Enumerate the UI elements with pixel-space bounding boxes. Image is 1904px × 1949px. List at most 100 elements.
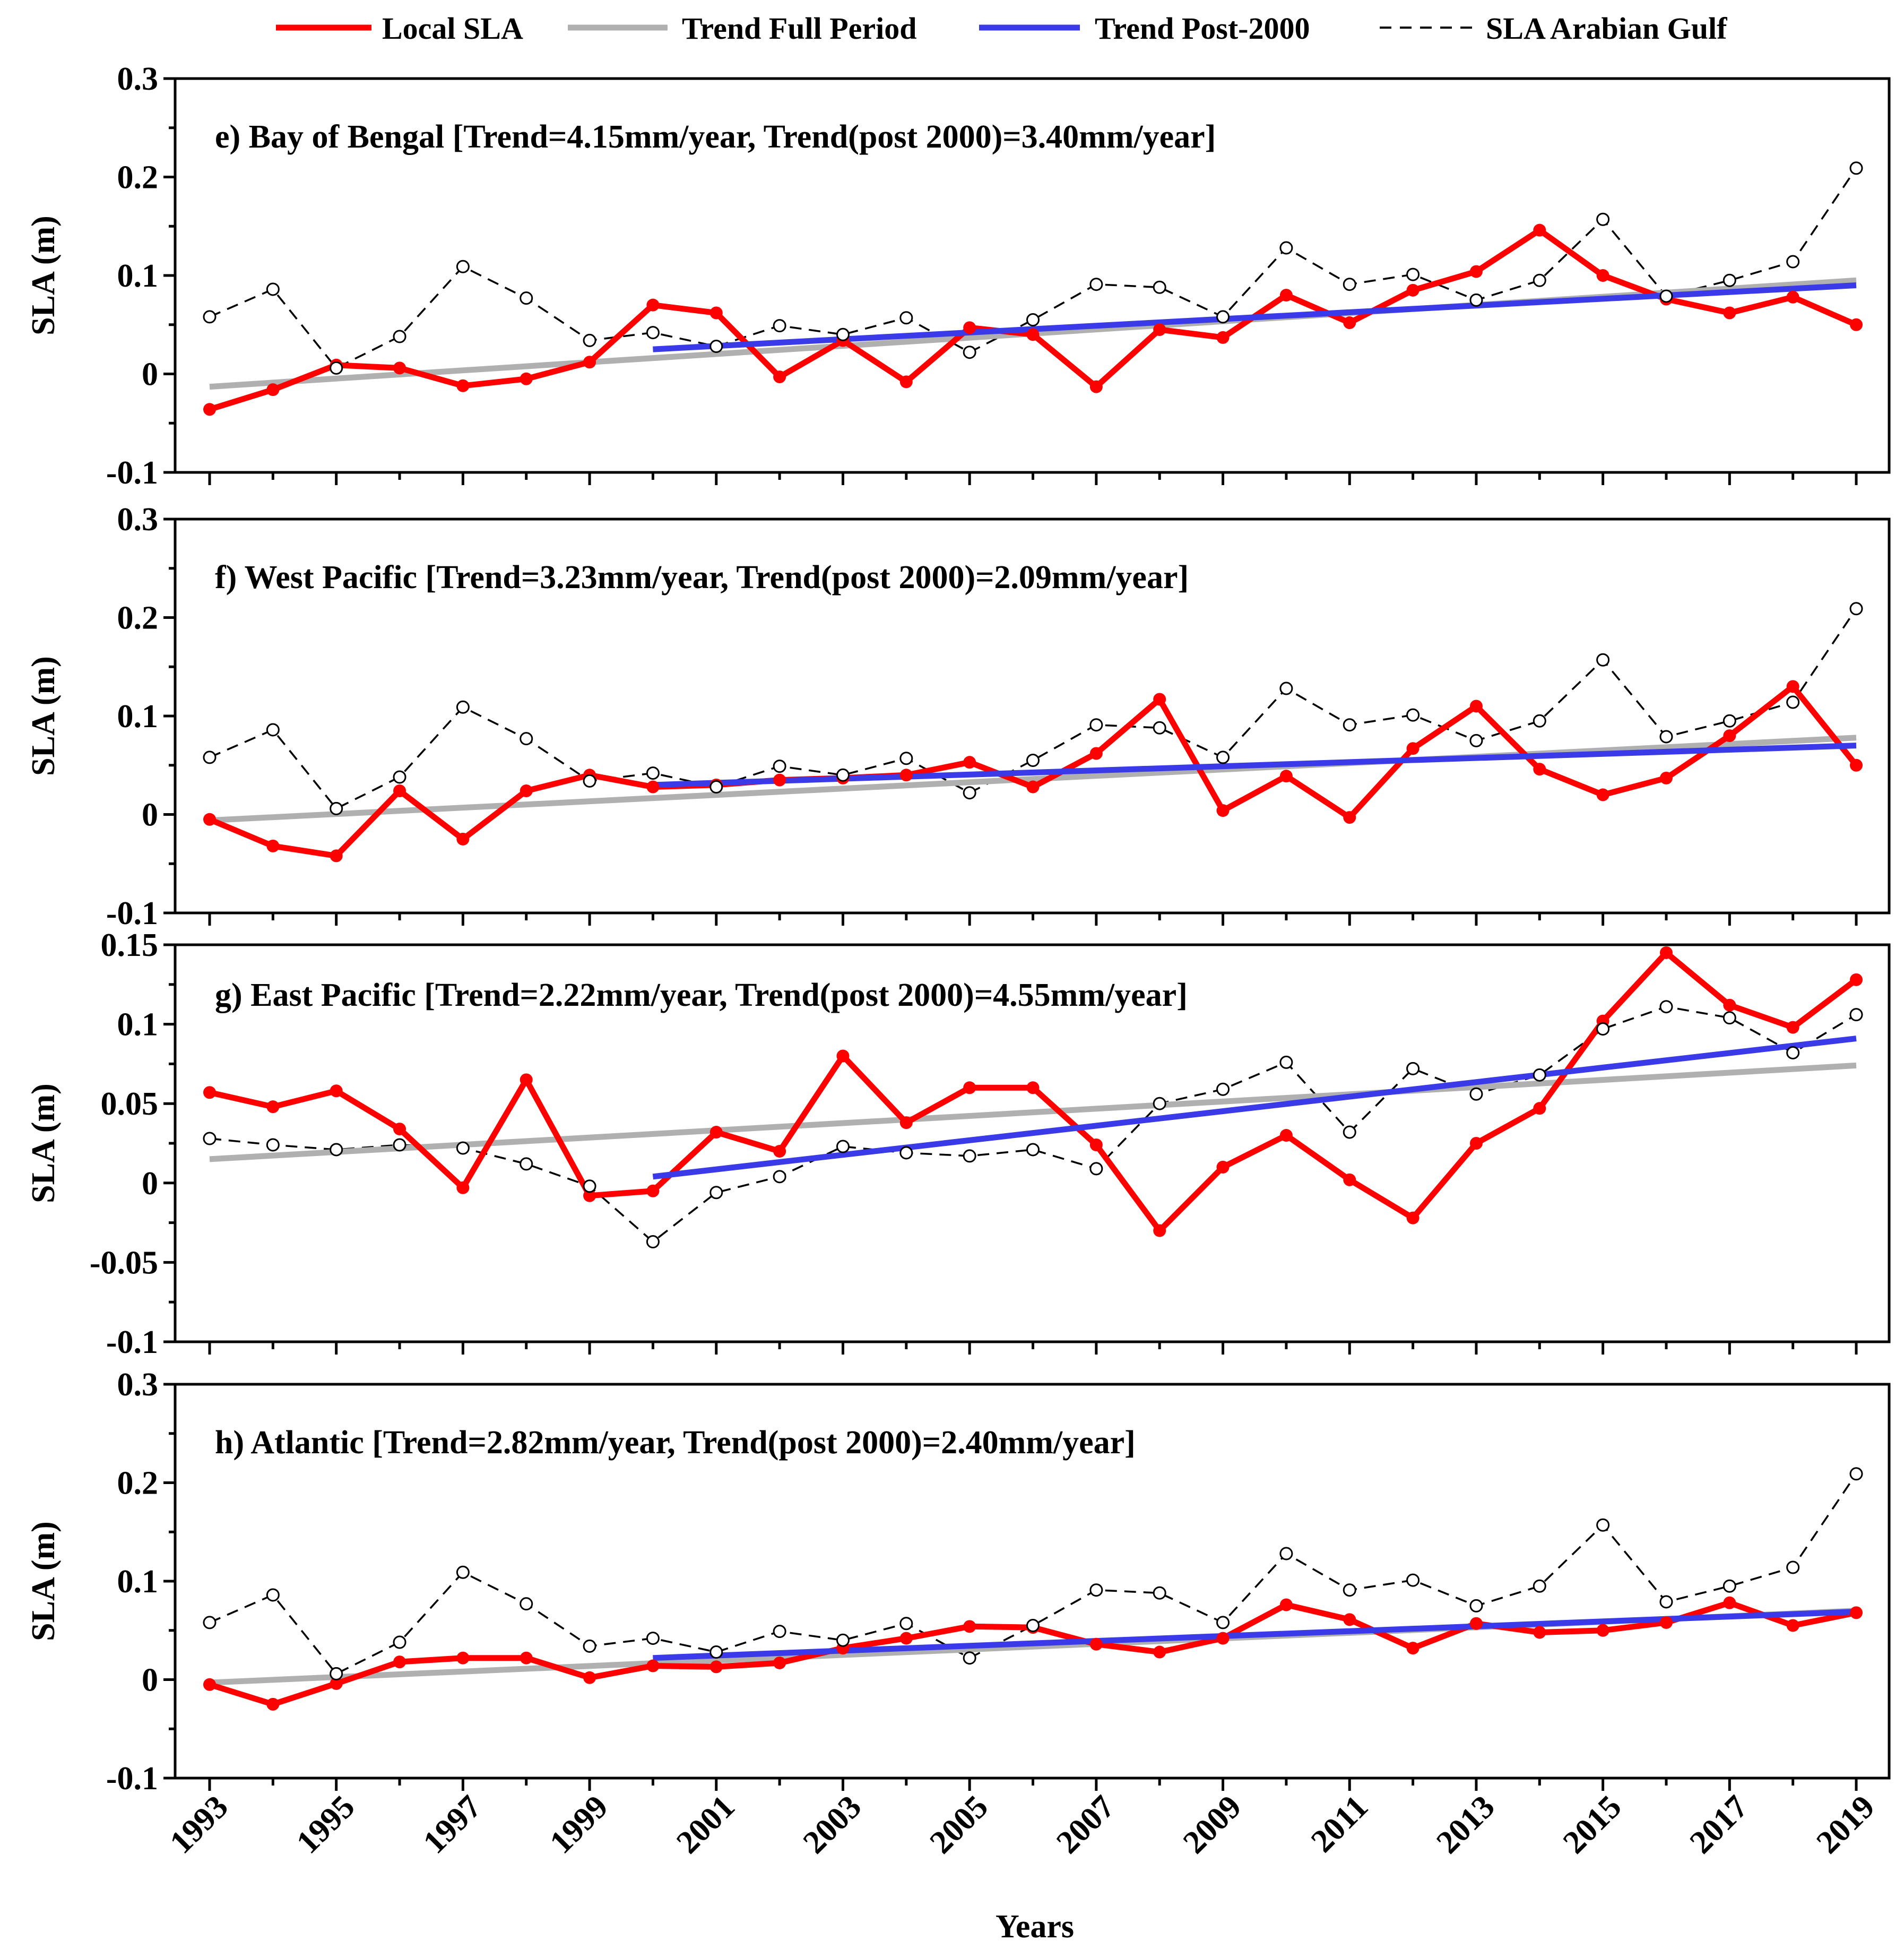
- point-local-sla: [1850, 973, 1863, 986]
- point-local-sla: [1533, 1626, 1546, 1639]
- x-axis-label: Years: [996, 1909, 1074, 1945]
- point-local-sla: [266, 1100, 280, 1114]
- y-tick-label: -0.1: [106, 1324, 158, 1360]
- point-arabian-gulf: [583, 1179, 596, 1193]
- point-local-sla: [1723, 729, 1736, 743]
- point-arabian-gulf: [1659, 289, 1673, 303]
- point-arabian-gulf: [1279, 1055, 1293, 1069]
- point-arabian-gulf: [773, 760, 786, 773]
- point-arabian-gulf: [583, 333, 596, 347]
- y-tick-label: 0: [142, 1166, 158, 1202]
- point-local-sla: [1596, 269, 1609, 282]
- point-arabian-gulf: [393, 770, 406, 784]
- point-arabian-gulf: [773, 1625, 786, 1638]
- point-local-sla: [1216, 1160, 1230, 1174]
- point-arabian-gulf: [520, 1157, 533, 1171]
- trend-post-2000-line: [653, 1609, 1857, 1661]
- legend-label-local-sla: Local SLA: [382, 11, 523, 46]
- point-local-sla: [1469, 265, 1483, 278]
- point-local-sla: [1469, 1137, 1483, 1150]
- point-arabian-gulf: [1406, 1062, 1420, 1075]
- legend-label-trend-full-period: Trend Full Period: [682, 11, 917, 46]
- point-arabian-gulf: [1279, 1547, 1293, 1560]
- y-tick-label: 0: [142, 1662, 158, 1698]
- point-local-sla: [520, 372, 533, 385]
- x-tick-label: 2007: [1050, 1789, 1122, 1861]
- point-local-sla: [1343, 811, 1356, 824]
- point-local-sla: [1216, 331, 1230, 344]
- trend-post-2000-line: [652, 1036, 1857, 1180]
- point-local-sla: [773, 1144, 786, 1158]
- point-arabian-gulf: [330, 361, 343, 375]
- point-arabian-gulf: [646, 766, 660, 780]
- point-local-sla: [1723, 998, 1736, 1012]
- point-arabian-gulf: [520, 291, 533, 305]
- point-local-sla: [963, 1081, 976, 1094]
- point-local-sla: [1089, 747, 1103, 760]
- point-local-sla: [266, 383, 280, 396]
- panel-3: -0.1 0 0.1 0.2 0.3 SLA (m) h) Atlantic [Trend=…: [25, 1367, 1891, 1797]
- point-local-sla: [1850, 758, 1863, 772]
- trend-full-period-line: [209, 1062, 1857, 1162]
- point-local-sla: [266, 839, 280, 852]
- point-local-sla: [1279, 1129, 1293, 1142]
- point-local-sla: [583, 356, 596, 369]
- y-axis-label: SLA (m): [25, 1083, 62, 1203]
- y-tick-label: 0: [142, 357, 158, 393]
- x-tick-label: 2001: [670, 1789, 742, 1861]
- point-arabian-gulf: [773, 319, 786, 333]
- point-local-sla: [203, 1678, 216, 1691]
- point-arabian-gulf: [1216, 1082, 1230, 1096]
- point-local-sla: [646, 1659, 660, 1672]
- point-arabian-gulf: [583, 774, 596, 788]
- point-local-sla: [520, 1651, 533, 1665]
- point-arabian-gulf: [1659, 1595, 1673, 1609]
- point-arabian-gulf: [836, 1633, 850, 1647]
- y-tick-label: 0.1: [117, 698, 159, 735]
- point-local-sla: [963, 756, 976, 769]
- point-arabian-gulf: [1533, 714, 1546, 728]
- point-local-sla: [1723, 1596, 1736, 1609]
- point-arabian-gulf: [1723, 714, 1736, 728]
- point-local-sla: [583, 1671, 596, 1684]
- point-arabian-gulf: [773, 1170, 786, 1184]
- point-local-sla: [1596, 1624, 1609, 1637]
- y-tick-label: 0.1: [117, 1564, 159, 1600]
- point-arabian-gulf: [1659, 1000, 1673, 1014]
- point-local-sla: [1153, 1224, 1166, 1237]
- point-arabian-gulf: [393, 330, 406, 343]
- point-local-sla: [1533, 223, 1546, 237]
- point-local-sla: [203, 813, 216, 826]
- point-arabian-gulf: [1849, 1008, 1863, 1022]
- series-line-local-sla: [209, 1600, 1857, 1707]
- point-arabian-gulf: [709, 1186, 723, 1200]
- panel-title: g) East Pacific [Trend=2.22mm/year, Tren…: [215, 977, 1188, 1013]
- point-arabian-gulf: [520, 732, 533, 746]
- point-local-sla: [330, 849, 343, 863]
- point-arabian-gulf: [1153, 280, 1166, 294]
- point-arabian-gulf: [1469, 1087, 1483, 1101]
- point-arabian-gulf: [1406, 268, 1420, 281]
- point-arabian-gulf: [1469, 293, 1483, 307]
- point-arabian-gulf: [456, 1565, 470, 1579]
- legend: Local SLA Trend Full Period Trend Post-200…: [276, 11, 1727, 46]
- point-arabian-gulf: [646, 1235, 660, 1249]
- point-arabian-gulf: [1343, 1583, 1356, 1597]
- point-arabian-gulf: [1786, 1560, 1800, 1574]
- point-local-sla: [1533, 763, 1546, 776]
- panel-2: -0.1 -0.05 0 0.05 0.1 0.15 SLA (m) g) East Paci…: [25, 927, 1891, 1360]
- point-arabian-gulf: [899, 1146, 913, 1160]
- point-local-sla: [1343, 316, 1356, 330]
- point-local-sla: [709, 1126, 723, 1139]
- point-local-sla: [330, 1677, 343, 1690]
- x-tick-label: 2003: [797, 1789, 869, 1861]
- point-local-sla: [1659, 771, 1673, 784]
- point-arabian-gulf: [1343, 278, 1356, 291]
- panels: -0.1 0 0.1 0.2 0.3 SLA (m) e) Bay of Bengal [T…: [25, 61, 1891, 1797]
- point-local-sla: [1659, 946, 1673, 959]
- point-arabian-gulf: [1026, 313, 1040, 326]
- point-arabian-gulf: [456, 260, 470, 273]
- point-arabian-gulf: [203, 751, 217, 764]
- panel-0: -0.1 0 0.1 0.2 0.3 SLA (m) e) Bay of Bengal [T…: [25, 61, 1891, 491]
- point-arabian-gulf: [963, 786, 976, 800]
